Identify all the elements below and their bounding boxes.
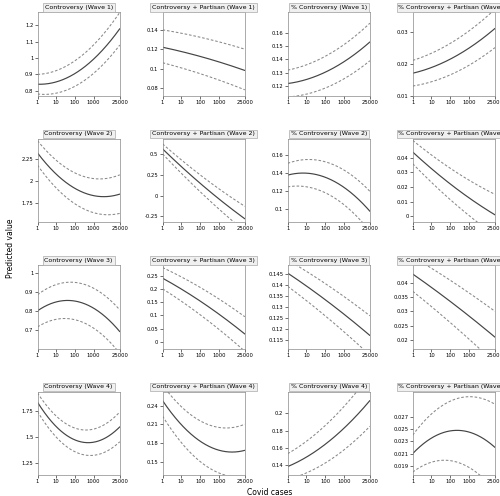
Title: Controversy + Partisan (Wave 4): Controversy + Partisan (Wave 4) — [152, 384, 255, 389]
Title: % Controversy + Partisan (Wave 1): % Controversy + Partisan (Wave 1) — [398, 5, 500, 10]
Title: % Controversy + Partisan (Wave 4): % Controversy + Partisan (Wave 4) — [398, 384, 500, 389]
Title: % Controversy + Partisan (Wave 3): % Controversy + Partisan (Wave 3) — [398, 258, 500, 263]
Title: % Controversy (Wave 2): % Controversy (Wave 2) — [290, 131, 367, 136]
Title: Controversy (Wave 4): Controversy (Wave 4) — [44, 384, 113, 389]
Title: Controversy + Partisan (Wave 3): Controversy + Partisan (Wave 3) — [152, 258, 255, 263]
Title: Controversy (Wave 1): Controversy (Wave 1) — [44, 5, 113, 10]
Title: Controversy + Partisan (Wave 2): Controversy + Partisan (Wave 2) — [152, 131, 255, 136]
Title: Controversy (Wave 2): Controversy (Wave 2) — [44, 131, 113, 136]
Title: % Controversy (Wave 4): % Controversy (Wave 4) — [290, 384, 367, 389]
Text: Predicted value: Predicted value — [6, 218, 15, 278]
Title: % Controversy (Wave 3): % Controversy (Wave 3) — [290, 258, 367, 263]
Title: Controversy (Wave 3): Controversy (Wave 3) — [44, 258, 113, 263]
Text: Covid cases: Covid cases — [248, 488, 292, 496]
Title: Controversy + Partisan (Wave 1): Controversy + Partisan (Wave 1) — [152, 5, 255, 10]
Title: % Controversy + Partisan (Wave 2): % Controversy + Partisan (Wave 2) — [398, 131, 500, 136]
Title: % Controversy (Wave 1): % Controversy (Wave 1) — [290, 5, 367, 10]
